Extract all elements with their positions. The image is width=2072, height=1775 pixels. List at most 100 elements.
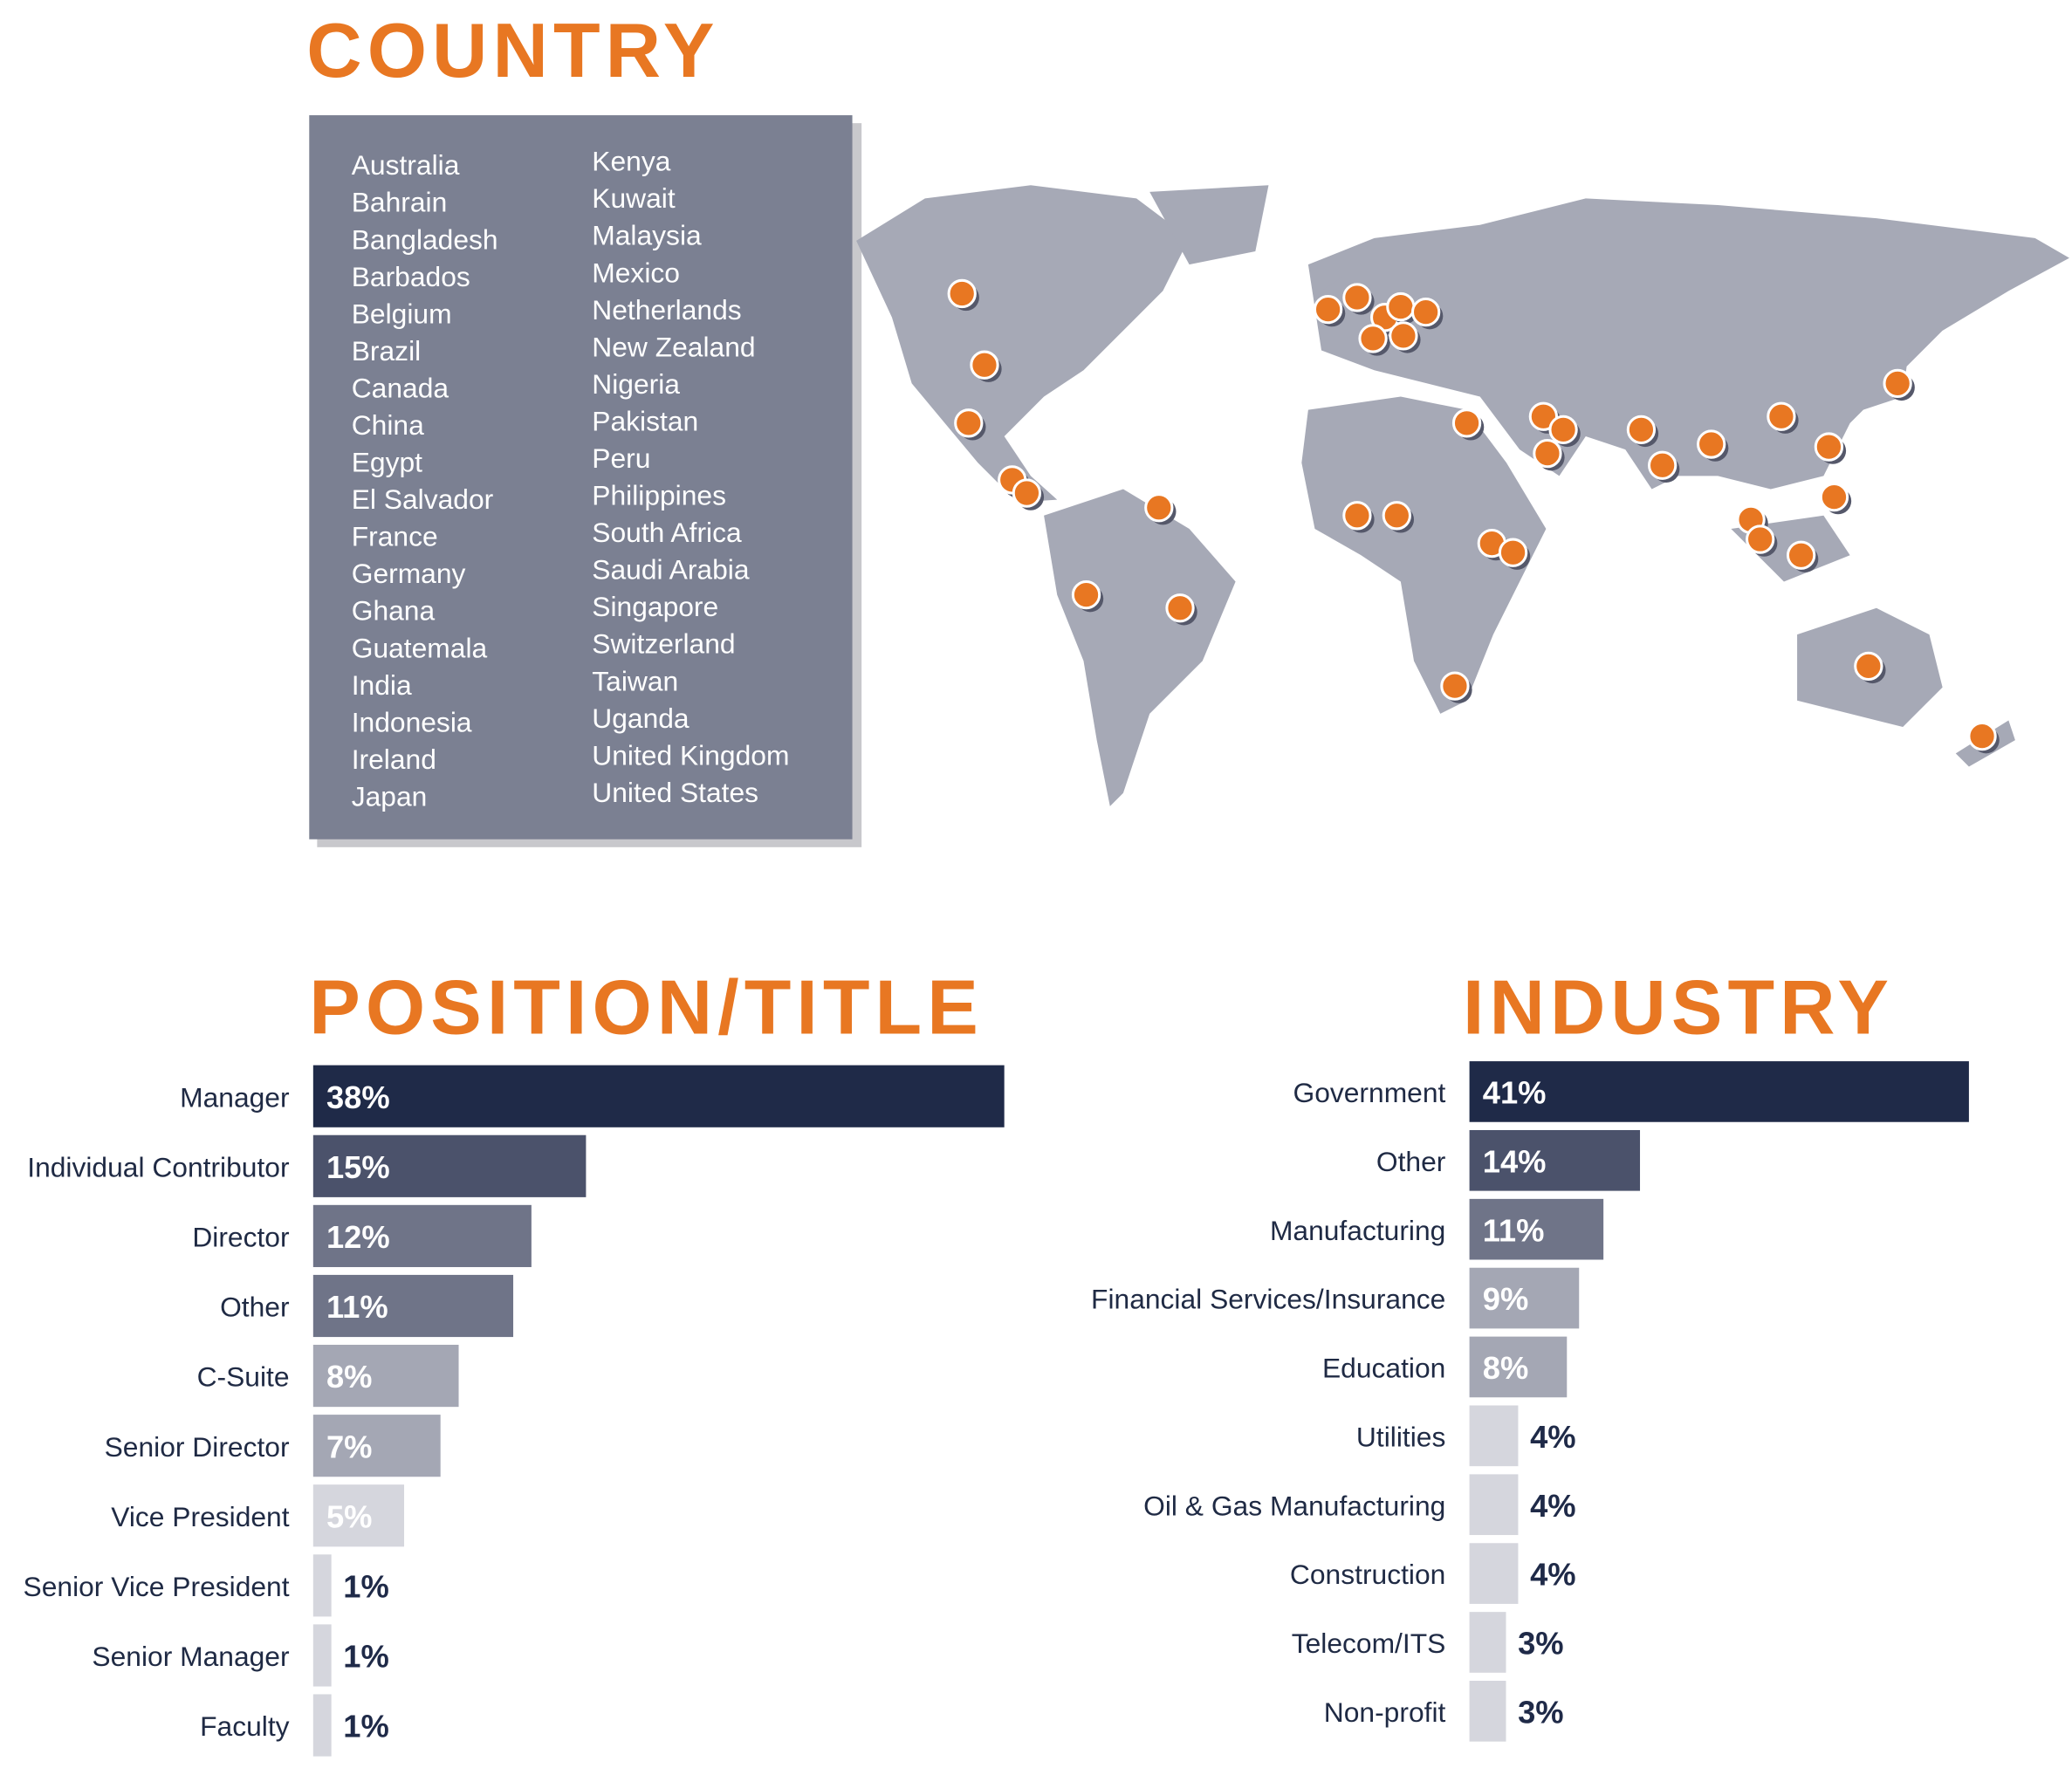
country-name: South Africa [592, 517, 742, 548]
category-label: Manufacturing [1270, 1215, 1445, 1246]
section-title: COUNTRY [306, 8, 719, 93]
value-label: 7% [326, 1429, 373, 1464]
value-label: 4% [1530, 1419, 1576, 1455]
map-dot [1819, 482, 1849, 512]
greenland [1149, 185, 1269, 265]
value-label: 14% [1483, 1143, 1547, 1179]
map-dot [1883, 368, 1912, 399]
map-dot [1528, 401, 1559, 431]
country-name: Philippines [592, 480, 726, 511]
map-dot [970, 350, 999, 380]
bar [1469, 1129, 1641, 1191]
country-name: Malaysia [592, 220, 702, 251]
map-dot [1647, 450, 1677, 480]
bar [1469, 1061, 1969, 1122]
category-label: Faculty [200, 1710, 290, 1742]
country-name: Pakistan [592, 405, 698, 436]
north-america [856, 185, 1190, 503]
country-name: United States [592, 777, 758, 808]
category-label: Senior Director [105, 1431, 290, 1463]
category-label: Other [220, 1292, 290, 1323]
value-label: 5% [326, 1498, 373, 1534]
category-label: Non-profit [1324, 1696, 1446, 1728]
map-dot [1767, 401, 1796, 431]
map-dot [1342, 501, 1372, 531]
bar [312, 1274, 514, 1338]
country-name: Egypt [352, 447, 422, 478]
value-label: 41% [1483, 1075, 1547, 1111]
map-dot [1382, 501, 1411, 531]
map-dot [1358, 324, 1388, 353]
country-name: Belgium [352, 298, 452, 329]
map-dot [1410, 297, 1441, 327]
map-dot [1451, 408, 1482, 438]
map-dots [947, 278, 2000, 754]
country-name: Bahrain [352, 187, 448, 218]
category-label: Other [1376, 1146, 1446, 1177]
value-label: 3% [1518, 1694, 1564, 1730]
country-name: Australia [352, 149, 460, 181]
country-name: China [352, 409, 424, 441]
bar [312, 1415, 441, 1477]
bar [1469, 1267, 1580, 1329]
category-label: Education [1322, 1353, 1445, 1384]
category-label: Oil & Gas Manufacturing [1143, 1490, 1445, 1521]
bar [312, 1204, 532, 1267]
bar [312, 1134, 587, 1197]
country-name: Peru [592, 442, 650, 474]
country-name: El Salvador [352, 483, 494, 515]
value-label: 11% [1483, 1212, 1545, 1248]
country-name: France [352, 521, 438, 552]
value-label: 1% [343, 1709, 389, 1744]
value-label: 8% [1483, 1350, 1529, 1386]
map-dot [1814, 432, 1844, 462]
country-name: Netherlands [592, 294, 741, 326]
value-label: 3% [1518, 1626, 1564, 1662]
map-dot [954, 408, 984, 438]
value-label: 11% [326, 1289, 388, 1325]
country-name: Indonesia [352, 706, 472, 737]
bar [312, 1345, 459, 1408]
map-dot [1071, 579, 1101, 610]
africa [1301, 396, 1547, 714]
map-dot [1012, 478, 1042, 508]
bar [312, 1554, 332, 1617]
country-name: Singapore [592, 591, 718, 622]
value-label: 1% [343, 1568, 389, 1604]
map-dot [1342, 283, 1372, 312]
country-name: Taiwan [592, 665, 678, 696]
category-label: Senior Vice President [24, 1571, 290, 1602]
bar [1469, 1612, 1506, 1673]
category-label: Financial Services/Insurance [1091, 1284, 1445, 1315]
map-dot [1967, 721, 1997, 751]
map-dot [1165, 593, 1195, 623]
map-dot [1533, 438, 1562, 469]
bar [1469, 1405, 1519, 1467]
country-name: New Zealand [592, 331, 755, 362]
country-name: Ireland [352, 744, 436, 775]
map-dot [1313, 294, 1343, 325]
category-label: Senior Manager [92, 1641, 290, 1672]
country-name: United Kingdom [592, 739, 789, 771]
country-box [309, 115, 853, 840]
bar [1469, 1543, 1519, 1604]
bar [312, 1624, 332, 1687]
bar [1469, 1198, 1604, 1260]
map-dot [1389, 321, 1418, 351]
category-label: Government [1293, 1077, 1445, 1108]
map-dot [1746, 524, 1775, 554]
value-label: 12% [326, 1219, 390, 1255]
country-name: Saudi Arabia [592, 554, 750, 586]
country-name: Kenya [592, 146, 670, 177]
country-name: Canada [352, 372, 449, 403]
chart-title: INDUSTRY [1463, 964, 1894, 1050]
country-name: Switzerland [592, 628, 735, 660]
bar [1469, 1474, 1519, 1536]
value-label: 8% [326, 1359, 373, 1395]
bar [312, 1065, 1005, 1127]
map-dot [1440, 671, 1470, 701]
map-dot [1786, 540, 1816, 570]
country-name: Kuwait [592, 182, 676, 214]
